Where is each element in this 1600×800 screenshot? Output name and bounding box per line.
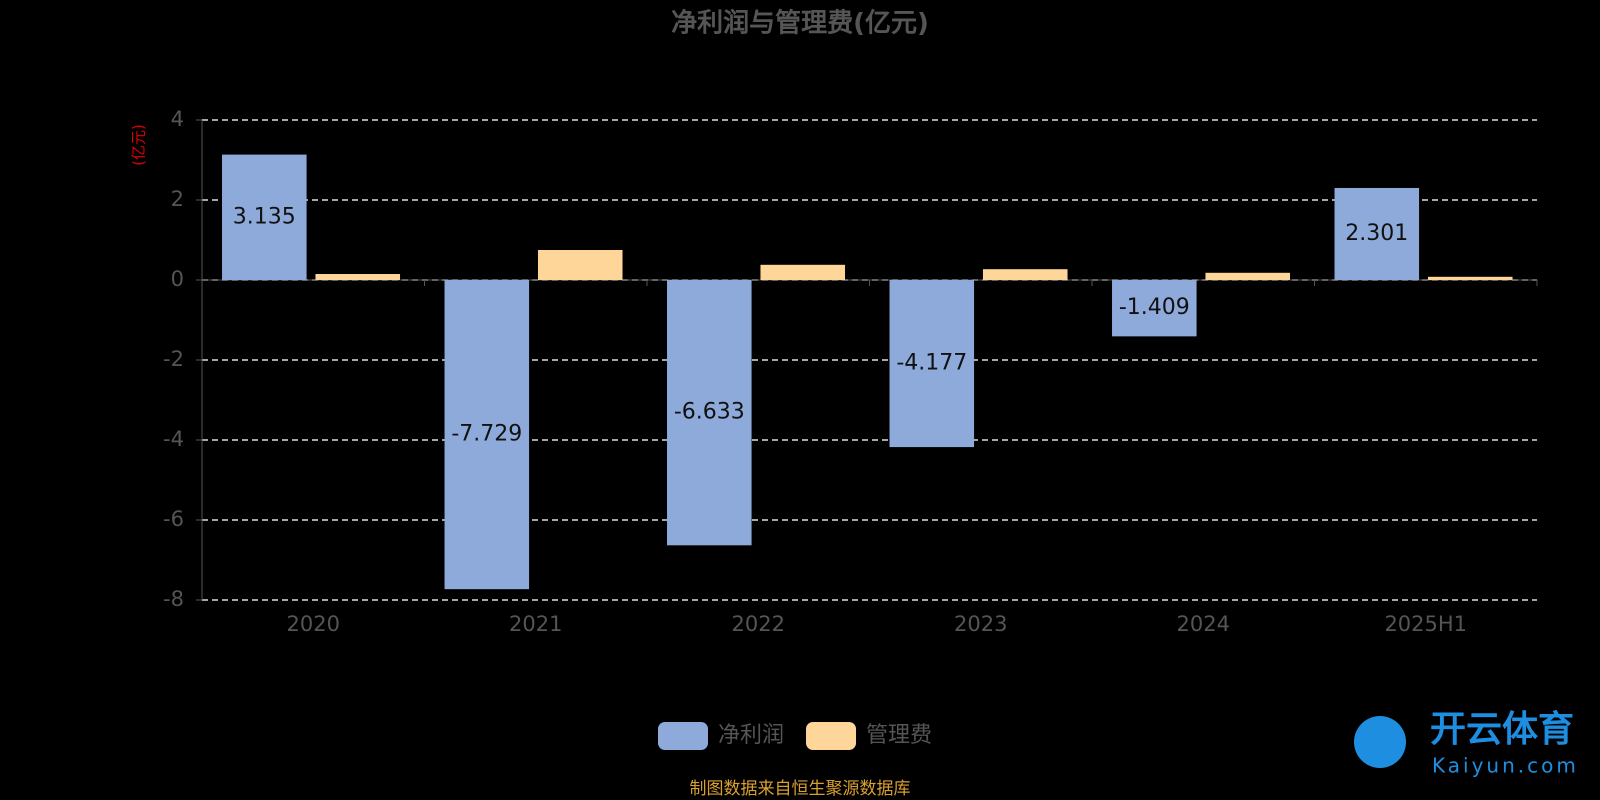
bar bbox=[537, 250, 623, 280]
bar bbox=[222, 154, 307, 280]
y-tick-label: 2 bbox=[171, 187, 184, 211]
bar bbox=[1112, 280, 1197, 337]
bar bbox=[1427, 276, 1513, 280]
bar bbox=[1205, 272, 1291, 280]
bar bbox=[444, 280, 530, 590]
bar bbox=[315, 274, 401, 280]
x-tick-label: 2022 bbox=[732, 612, 785, 636]
source-note: 制图数据来自恒生聚源数据库 bbox=[690, 779, 911, 799]
x-tick-label: 2024 bbox=[1177, 612, 1230, 636]
y-tick-label: 0 bbox=[171, 267, 184, 291]
x-tick-label: 2020 bbox=[287, 612, 340, 636]
watermark: 开云体育 Kaiyun.com bbox=[1354, 709, 1579, 778]
bar bbox=[1334, 187, 1420, 280]
value-label: -4.177 bbox=[896, 351, 967, 376]
x-tick-label: 2021 bbox=[509, 612, 562, 636]
x-tick-label: 2023 bbox=[954, 612, 1007, 636]
y-tick-label: -4 bbox=[163, 427, 184, 451]
y-tick-label: 4 bbox=[171, 107, 184, 131]
watermark-text: 开云体育 bbox=[1430, 709, 1574, 750]
y-tick-label: -2 bbox=[163, 347, 184, 371]
legend-label: 净利润 bbox=[718, 723, 784, 748]
value-label: 2.301 bbox=[1345, 221, 1408, 246]
legend-swatch bbox=[658, 722, 708, 750]
bar bbox=[760, 264, 846, 280]
chart-title: 净利润与管理费(亿元) bbox=[671, 8, 929, 39]
legend-label: 管理费 bbox=[866, 723, 932, 748]
y-tick-label: -6 bbox=[163, 507, 184, 531]
value-label: -6.633 bbox=[674, 400, 745, 425]
watermark-logo bbox=[1354, 716, 1406, 768]
value-label: -7.729 bbox=[451, 422, 522, 447]
watermark-text: Kaiyun.com bbox=[1432, 754, 1579, 778]
x-tick-label: 2025H1 bbox=[1384, 612, 1467, 636]
value-label: -1.409 bbox=[1119, 295, 1190, 320]
bar bbox=[982, 269, 1068, 280]
bar bbox=[889, 280, 975, 448]
value-label: 3.135 bbox=[233, 204, 296, 229]
bar bbox=[667, 280, 752, 546]
legend-swatch bbox=[806, 722, 857, 750]
y-axis-label: (亿元) bbox=[130, 124, 148, 166]
y-tick-label: -8 bbox=[163, 587, 184, 611]
